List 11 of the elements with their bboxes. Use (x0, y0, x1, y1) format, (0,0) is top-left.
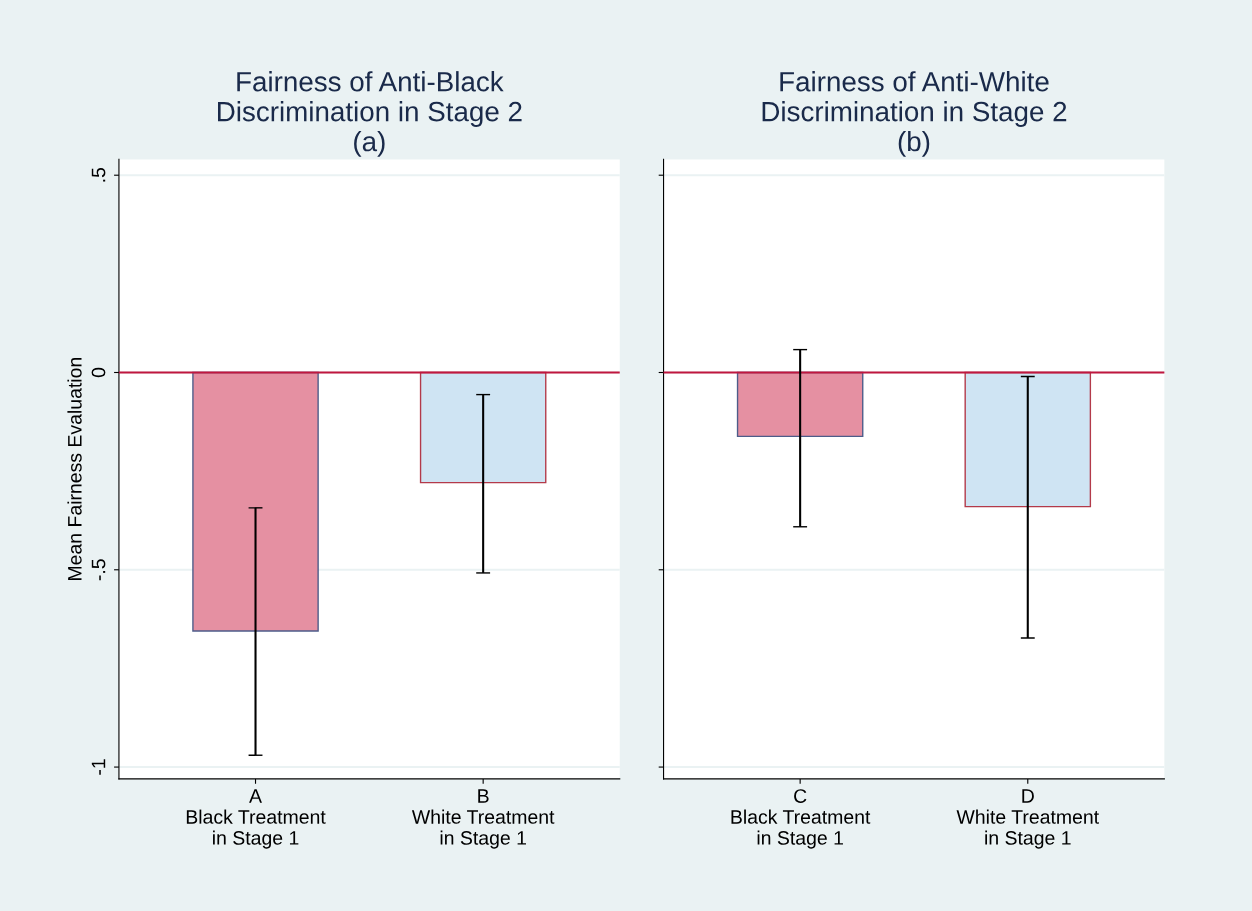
y-tick-label: 0 (91, 367, 106, 378)
x-tick-label: A Black Treatment in Stage 1 (186, 789, 326, 849)
chart-title: Fairness of Anti-White Discrimination in Stage 2 (b) (762, 71, 1067, 157)
y-axis-title: Mean Fairness Evaluation (67, 358, 82, 580)
chart-title: Fairness of Anti-Black Discrimination in Stage 2 (a) (218, 71, 522, 157)
x-tick-label: C Black Treatment in Stage 1 (731, 789, 871, 849)
y-tick-label: -.5 (91, 559, 106, 581)
y-tick-label: -1 (91, 759, 106, 775)
y-tick-label: .5 (91, 167, 106, 182)
x-tick-label: B White Treatment in Stage 1 (411, 789, 555, 849)
x-tick-label: D White Treatment in Stage 1 (956, 789, 1099, 849)
